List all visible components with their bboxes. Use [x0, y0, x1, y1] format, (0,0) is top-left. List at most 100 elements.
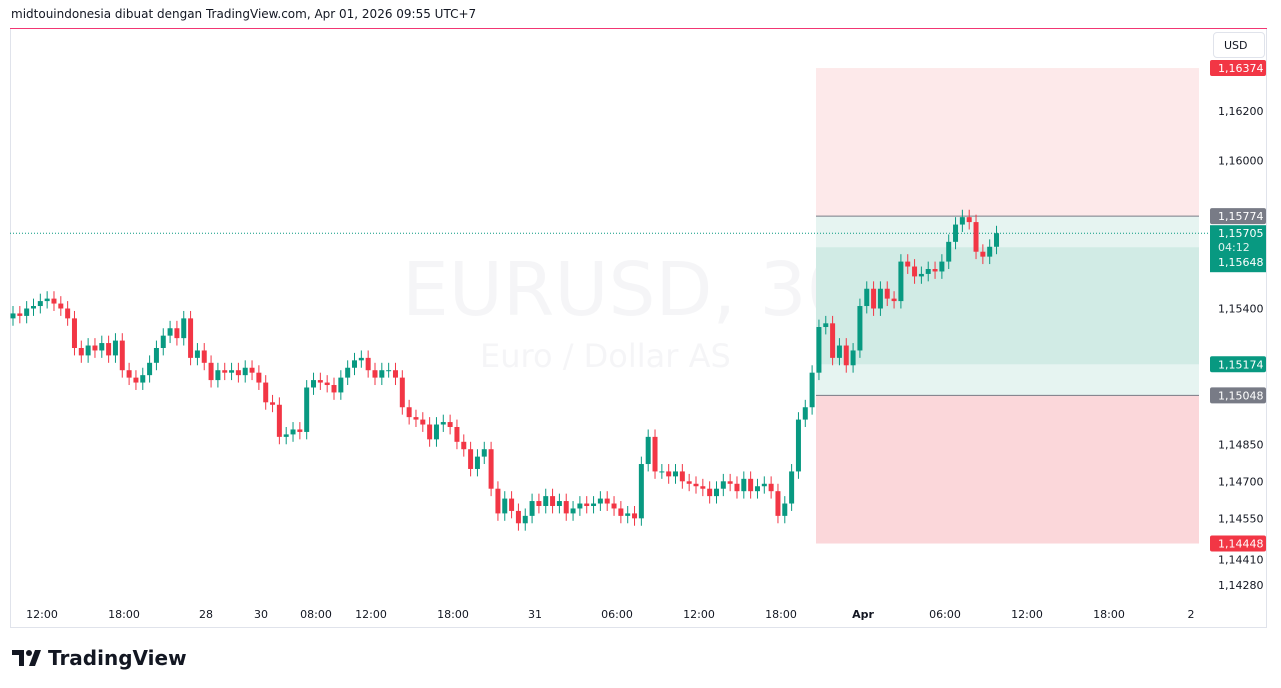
entry-price-label-bg	[1210, 387, 1266, 404]
candle	[652, 429, 658, 479]
candle	[515, 503, 521, 531]
candle	[147, 355, 153, 383]
candle	[795, 412, 801, 479]
candle	[850, 343, 856, 373]
candle	[58, 296, 64, 316]
candle	[440, 414, 446, 432]
time-axis[interactable]: 12:00 18:00 28 30 08:00 12:00 18:00 31 06:00 12:0…	[26, 608, 1194, 621]
entry-price-label: 1,15048	[1218, 389, 1264, 402]
candle-body	[215, 370, 221, 381]
candle-body	[71, 318, 77, 348]
candle	[44, 291, 50, 309]
target-price-label: 1,16374	[1218, 62, 1264, 75]
stop-price-label: 1,14448	[1218, 538, 1264, 551]
candle	[748, 471, 754, 499]
x-tick-label: 06:00	[601, 608, 633, 621]
candle	[119, 333, 125, 378]
candle	[324, 375, 330, 393]
candle	[126, 362, 132, 386]
candle-body	[112, 340, 118, 356]
candle	[597, 491, 603, 511]
watermark-symbol: EURUSD, 30	[402, 247, 854, 333]
candle	[345, 360, 351, 386]
candle	[727, 473, 733, 492]
x-tick-label: 08:00	[300, 608, 332, 621]
candle	[112, 333, 118, 363]
candle	[92, 338, 98, 358]
candle	[666, 464, 672, 484]
candle	[884, 281, 890, 307]
candle	[775, 483, 781, 524]
current-price-label: 1,15705	[1218, 227, 1264, 240]
candle	[30, 298, 36, 316]
candle-body	[959, 217, 965, 225]
candle-body	[864, 288, 870, 307]
candle	[994, 225, 1000, 255]
high-marker-label-bg	[1210, 208, 1266, 225]
candle-body	[679, 471, 685, 482]
candle-body	[208, 362, 214, 381]
candle	[311, 372, 317, 395]
candle	[133, 370, 139, 390]
currency-button[interactable]: USD	[1213, 32, 1265, 58]
candle-body	[577, 503, 583, 509]
candle	[754, 478, 760, 499]
candle	[201, 343, 207, 371]
candle-body	[816, 327, 822, 373]
candle	[481, 441, 487, 465]
candle	[529, 493, 535, 524]
x-tick-label: 18:00	[437, 608, 469, 621]
candle-body	[358, 357, 364, 361]
candle-body	[140, 375, 146, 383]
candle	[51, 291, 57, 311]
candle	[433, 417, 439, 447]
candle-body	[509, 498, 515, 511]
candle-body	[775, 491, 781, 516]
candle-body	[857, 306, 863, 351]
candle	[338, 370, 344, 400]
y-tick-label: 1,14850	[1218, 438, 1264, 451]
candle-body	[420, 419, 426, 425]
candle	[830, 315, 836, 366]
candle-body	[659, 471, 665, 473]
candle-body	[809, 372, 815, 408]
tradingview-logo[interactable]: TradingView	[12, 646, 187, 670]
candle	[304, 380, 310, 440]
candle	[379, 362, 385, 386]
candle-body	[352, 360, 357, 368]
candle	[406, 399, 412, 425]
candle-body	[918, 273, 924, 277]
candle	[160, 328, 166, 356]
y-tick-label: 1,14280	[1218, 579, 1264, 592]
chart-header: midtouindonesia dibuat dengan TradingVie…	[11, 7, 477, 21]
x-tick-label: 2	[1188, 608, 1195, 621]
candle	[563, 493, 569, 521]
candle-body	[386, 370, 392, 372]
candle	[632, 505, 638, 526]
candle-body	[987, 246, 993, 257]
candle-body	[481, 449, 487, 457]
candle	[454, 419, 460, 450]
candle-body	[379, 370, 385, 378]
target-price-label-bg	[1210, 60, 1266, 77]
candle-body	[229, 370, 235, 373]
candle-body	[181, 318, 187, 339]
stop-zone	[816, 395, 1199, 544]
candle-body	[748, 478, 754, 492]
candle-body	[304, 387, 310, 432]
candle	[420, 412, 426, 432]
candle	[843, 338, 849, 373]
candle-body	[652, 436, 658, 472]
candle-body	[106, 343, 112, 356]
candle-body	[884, 288, 890, 299]
candle-body	[119, 340, 125, 371]
candle-body	[85, 345, 91, 356]
candle-body	[618, 508, 624, 516]
price-axis[interactable]: 1,16200 1,16000 1,15400 1,14850 1,14700 1,145…	[1218, 105, 1264, 592]
candle-body	[37, 301, 43, 307]
candle	[932, 261, 938, 279]
candle	[65, 301, 71, 326]
candle-body	[270, 402, 276, 405]
level-b-label: 1,15174	[1218, 358, 1264, 371]
